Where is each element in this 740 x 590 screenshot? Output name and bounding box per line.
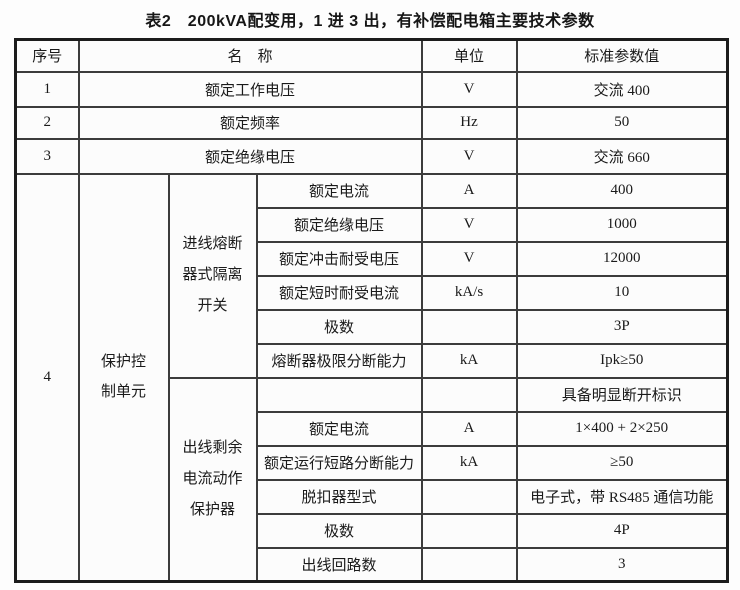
table-row: 1 额定工作电压 V 交流 400 bbox=[14, 70, 729, 108]
group-label: 进线熔断器式隔离开关 bbox=[182, 236, 243, 314]
value-cell: 3P bbox=[515, 308, 729, 345]
header-value: 标准参数值 bbox=[515, 38, 729, 73]
category-label: 保护控制单元 bbox=[100, 354, 146, 401]
table-row: 4 保护控制单元 进线熔断器式隔离开关 额定电流 A 400 bbox=[14, 172, 729, 583]
row-number-cell: 2 bbox=[14, 105, 80, 140]
group-label-cell: 进线熔断器式隔离开关 bbox=[167, 172, 258, 379]
unit-cell: V bbox=[420, 137, 518, 175]
unit-cell bbox=[420, 376, 518, 413]
header-name: 名 称 bbox=[77, 38, 423, 73]
value-cell: Ipk≥50 bbox=[515, 342, 729, 379]
unit-cell: kA bbox=[420, 342, 518, 379]
param-name-cell: 极数 bbox=[255, 512, 423, 549]
unit-cell: kA/s bbox=[420, 274, 518, 311]
value-cell: 10 bbox=[515, 274, 729, 311]
table-row: 出线剩余电流动作保护器 具备明显断开标识 bbox=[16, 376, 729, 583]
param-name-cell: 额定冲击耐受电压 bbox=[255, 240, 423, 277]
value-cell: ≥50 bbox=[515, 444, 729, 481]
param-name-cell: 额定电流 bbox=[255, 172, 423, 209]
param-name-cell: 额定绝缘电压 bbox=[255, 206, 423, 243]
unit-cell: A bbox=[420, 410, 518, 447]
param-name-cell: 额定运行短路分断能力 bbox=[255, 444, 423, 481]
value-cell: 交流 400 bbox=[515, 70, 729, 108]
param-name-cell: 出线回路数 bbox=[255, 546, 423, 583]
table-row: 熔断器极限分断能力 kA Ipk≥50 bbox=[16, 342, 729, 379]
table-row: 额定冲击耐受电压 V 12000 bbox=[16, 240, 729, 277]
unit-cell bbox=[420, 478, 518, 515]
unit-cell: V bbox=[420, 240, 518, 277]
value-cell: 50 bbox=[515, 105, 729, 140]
row-number-cell: 1 bbox=[14, 70, 80, 108]
param-name-cell: 额定电流 bbox=[255, 410, 423, 447]
table-row: 极数 4P bbox=[16, 512, 729, 549]
param-name-cell: 额定工作电压 bbox=[77, 70, 423, 108]
table-row: 3 额定绝缘电压 V 交流 660 bbox=[14, 137, 729, 175]
table-row: 极数 3P bbox=[16, 308, 729, 345]
value-cell: 1×400 + 2×250 bbox=[515, 410, 729, 447]
unit-cell: Hz bbox=[420, 105, 518, 140]
table-row: 脱扣器型式 电子式，带 RS485 通信功能 bbox=[16, 478, 729, 515]
param-name-cell: 极数 bbox=[255, 308, 423, 345]
value-cell: 具备明显断开标识 bbox=[515, 376, 729, 413]
table-row: 额定电流 A 1×400 + 2×250 bbox=[16, 410, 729, 447]
param-name-cell: 额定频率 bbox=[77, 105, 423, 140]
unit-cell: V bbox=[420, 70, 518, 108]
value-cell: 1000 bbox=[515, 206, 729, 243]
group-label-cell: 出线剩余电流动作保护器 bbox=[167, 376, 258, 583]
table-row: 2 额定频率 Hz 50 bbox=[14, 105, 729, 140]
category-cell: 保护控制单元 bbox=[77, 172, 170, 583]
unit-cell: kA bbox=[420, 444, 518, 481]
table-title: 表2 200kVA配变用，1 进 3 出，有补偿配电箱主要技术参数 bbox=[145, 13, 595, 30]
param-name-cell: 脱扣器型式 bbox=[255, 478, 423, 515]
unit-cell bbox=[420, 512, 518, 549]
row-number-cell: 3 bbox=[14, 137, 80, 175]
header-no: 序号 bbox=[14, 38, 80, 73]
param-name-cell: 额定绝缘电压 bbox=[77, 137, 423, 175]
unit-cell bbox=[420, 308, 518, 345]
value-cell: 电子式，带 RS485 通信功能 bbox=[515, 478, 729, 515]
value-cell: 3 bbox=[515, 546, 729, 583]
header-unit: 单位 bbox=[420, 38, 518, 73]
value-cell: 400 bbox=[515, 172, 729, 209]
value-cell: 4P bbox=[515, 512, 729, 549]
value-cell: 交流 660 bbox=[515, 137, 729, 175]
row-number-cell: 4 bbox=[14, 172, 80, 583]
value-cell: 12000 bbox=[515, 240, 729, 277]
unit-cell bbox=[420, 546, 518, 583]
table-row: 额定绝缘电压 V 1000 bbox=[16, 206, 729, 243]
table-row: 额定短时耐受电流 kA/s 10 bbox=[16, 274, 729, 311]
table-row: 额定运行短路分断能力 kA ≥50 bbox=[16, 444, 729, 481]
unit-cell: A bbox=[420, 172, 518, 209]
group-label: 出线剩余电流动作保护器 bbox=[182, 439, 243, 518]
param-name-cell: 熔断器极限分断能力 bbox=[255, 342, 423, 379]
header-row: 序号 名 称 单位 标准参数值 bbox=[14, 38, 729, 73]
param-name-cell bbox=[255, 376, 423, 413]
table-row: 出线回路数 3 bbox=[16, 546, 729, 583]
param-name-cell: 额定短时耐受电流 bbox=[255, 274, 423, 311]
spec-table: 序号 名 称 单位 标准参数值 1 额定工作电压 V 交流 400 2 额定频率… bbox=[14, 38, 729, 583]
unit-cell: V bbox=[420, 206, 518, 243]
